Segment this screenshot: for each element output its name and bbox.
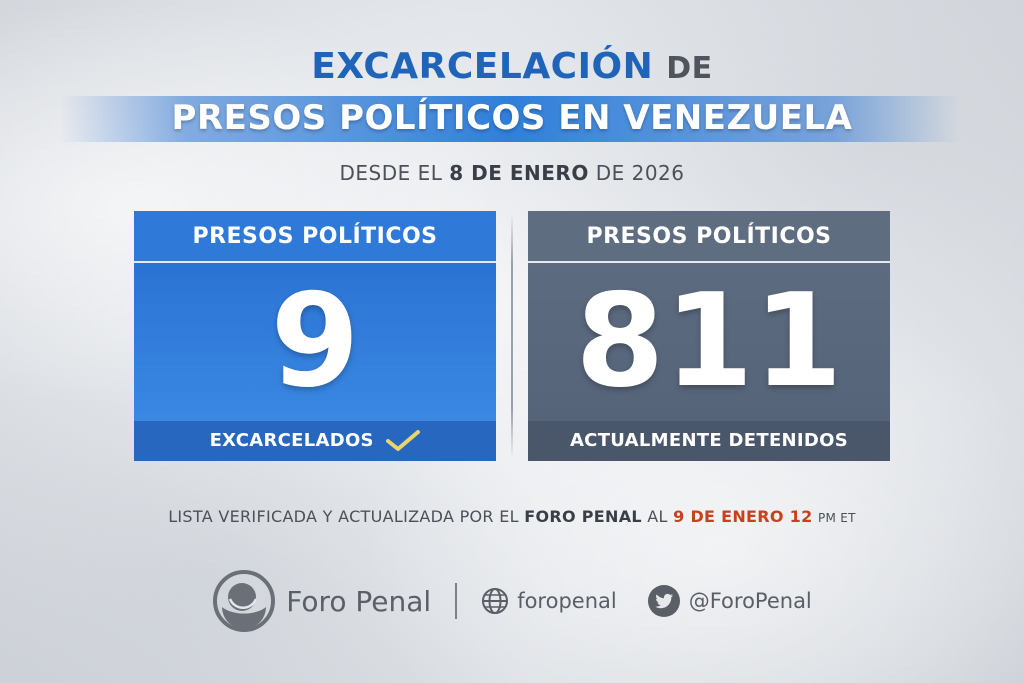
card-released-value: 9: [134, 263, 496, 421]
card-detained-value: 811: [528, 263, 890, 421]
foro-penal-logo-icon: [213, 570, 276, 632]
website-label: foropenal: [517, 589, 617, 613]
brand-name: Foro Penal: [286, 584, 432, 618]
globe-icon: [482, 588, 509, 614]
note-mid: AL: [647, 507, 668, 526]
title-line-1: EXCARCELACIÓN DE: [0, 46, 1024, 87]
checkmark-icon: [386, 430, 421, 451]
note-prefix: LISTA VERIFICADA Y ACTUALIZADA POR EL: [168, 507, 519, 526]
title-line-2: PRESOS POLÍTICOS EN VENEZUELA: [171, 98, 853, 138]
twitter-handle: @ForoPenal: [688, 589, 812, 613]
brand: Foro Penal: [212, 569, 431, 633]
subtitle-date: 8 DE ENERO: [449, 161, 589, 185]
subtitle-suffix: DE 2026: [595, 161, 685, 185]
subtitle: DESDE EL 8 DE ENERO DE 2026: [0, 161, 1024, 185]
card-detained-footer: ACTUALMENTE DETENIDOS: [528, 421, 890, 461]
note-datetime: 9 DE ENERO 12: [673, 507, 813, 526]
title-ribbon: [60, 96, 960, 142]
website: foropenal: [481, 587, 617, 615]
note-suffix: PM ET: [817, 511, 856, 525]
card-detained: PRESOS POLÍTICOS 811 ACTUALMENTE DETENID…: [528, 211, 890, 461]
card-released: PRESOS POLÍTICOS 9 EXCARCELADOS: [134, 211, 496, 461]
title-rest: DE: [666, 51, 713, 86]
card-released-header: PRESOS POLÍTICOS: [134, 211, 496, 263]
verification-note: LISTA VERIFICADA Y ACTUALIZADA POR EL FO…: [0, 507, 1024, 526]
twitter-icon: [647, 585, 680, 617]
card-released-footer: EXCARCELADOS: [134, 421, 496, 461]
note-org: FORO PENAL: [524, 507, 642, 526]
footer: Foro Penal foropenal @ForoPenal: [0, 566, 1024, 636]
card-detained-header: PRESOS POLÍTICOS: [528, 211, 890, 263]
footer-separator: [455, 583, 458, 619]
subtitle-prefix: DESDE EL: [339, 161, 443, 185]
card-released-footer-label: EXCARCELADOS: [209, 430, 374, 451]
title-highlight: EXCARCELACIÓN: [311, 46, 654, 87]
card-divider: [511, 214, 513, 458]
twitter: @ForoPenal: [647, 584, 812, 618]
